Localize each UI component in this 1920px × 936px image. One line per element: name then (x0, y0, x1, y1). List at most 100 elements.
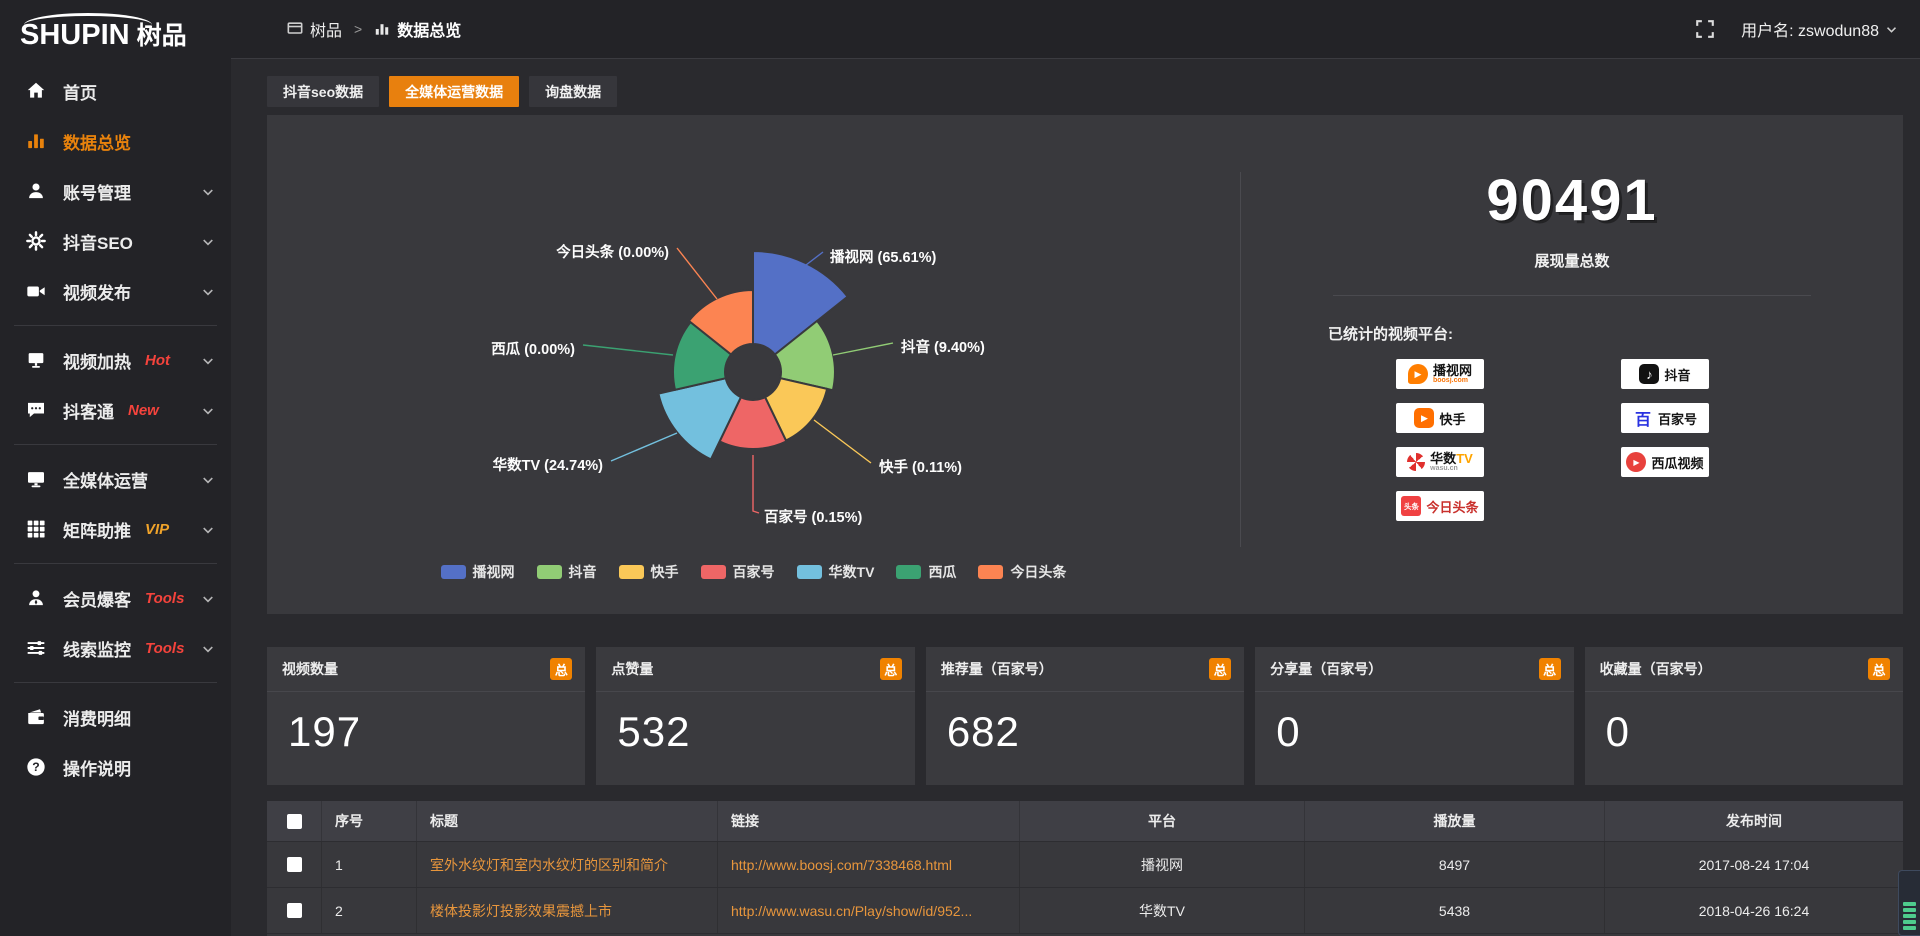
cell-time: 2017-08-24 17:04 (1698, 856, 1810, 873)
question-icon: ? (26, 757, 46, 777)
pie-label: 百家号 (0.15%) (764, 508, 862, 526)
cell-platform: 播视网 (1020, 842, 1305, 887)
svg-text:?: ? (32, 760, 39, 774)
platform-logos: ▶ 播视网 boosj.com ▶ 快手 华数TV wasu.cn 头条 今日头条 ♪ 抖音百百家… (1241, 359, 1903, 535)
table-header-row: 序号 标题 链接 平台 播放量 发布时间 (267, 801, 1903, 841)
legend-swatch (440, 565, 466, 579)
pie-leader-line (752, 455, 760, 514)
table-row-0: 1 室外水纹灯和室内水纹灯的区别和简介 http://www.boosj.com/7… (267, 841, 1903, 887)
pie-slice-0[interactable] (752, 249, 850, 356)
stat-card-value: 0 (1276, 708, 1301, 755)
tab-0[interactable]: 抖音seo数据 (267, 76, 380, 107)
legend-label: 华数TV (828, 564, 875, 580)
pie-leader-line (805, 251, 824, 266)
legend-swatch (618, 565, 644, 579)
sidebar-item-label: 视频加热 (63, 352, 131, 372)
legend-item-4[interactable]: 华数TV (796, 562, 875, 582)
pie-slice-4[interactable] (657, 377, 743, 461)
pie-leader-line (813, 419, 872, 464)
platform-badge-douyin: ♪ 抖音 (1621, 359, 1709, 389)
platform-name: 百家号 (1657, 411, 1697, 427)
pie-slice-1[interactable] (773, 319, 836, 392)
chart-legend: 播视网 抖音 快手 百家号 华数TV 西瓜 今日头条 (267, 562, 1240, 582)
stat-card-1: 点赞量 总 532 (596, 647, 915, 785)
widget-bar (1903, 902, 1916, 906)
legend-item-2[interactable]: 快手 (618, 562, 679, 582)
app-logo: SHUPIN 树品 (0, 9, 231, 50)
column-header-5: 发布时间 (1726, 813, 1782, 829)
cell-checkbox (267, 842, 322, 887)
sidebar-item-16[interactable]: ? 操作说明 (0, 742, 231, 792)
cell-title-link[interactable]: 楼体投影灯投影效果震撼上市 (417, 888, 718, 933)
stat-card-header: 视频数量 总 (267, 647, 586, 692)
column-header-0: 序号 (322, 801, 417, 841)
logo-text-en: SHUPIN (20, 18, 130, 51)
tab-1[interactable]: 全媒体运营数据 (389, 76, 520, 107)
sidebar-item-9[interactable]: 全媒体运营 (0, 454, 231, 504)
pie-leader-line (676, 247, 718, 300)
sidebar-item-label: 会员爆客 (63, 590, 131, 610)
stat-card-3: 分享量（百家号） 总 0 (1255, 647, 1574, 785)
sidebar-item-13[interactable]: 线索监控 Tools (0, 623, 231, 673)
legend-item-0[interactable]: 播视网 (440, 562, 515, 582)
pie-label: 抖音 (9.40%) (901, 338, 985, 356)
platform-name: 抖音 (1664, 367, 1691, 383)
fullscreen-icon[interactable] (1695, 19, 1715, 39)
cell-url-link[interactable]: http://www.wasu.cn/Play/show/id/952... (718, 888, 1020, 933)
sidebar-item-4[interactable]: 视频发布 (0, 266, 231, 316)
sidebar-item-15[interactable]: 消费明细 (0, 692, 231, 742)
table-row-partial (267, 933, 1903, 936)
sidebar-divider (14, 563, 217, 564)
legend-item-3[interactable]: 百家号 (700, 562, 775, 582)
sidebar-item-0[interactable]: 首页 (0, 66, 231, 116)
stat-card-2: 推荐量（百家号） 总 682 (925, 647, 1245, 785)
stat-card-title: 视频数量 (282, 661, 338, 677)
platform-badge-toutiao: 头条 今日头条 (1396, 491, 1484, 521)
stat-card-title: 分享量（百家号） (1270, 661, 1383, 677)
sidebar-item-12[interactable]: 会员爆客 Tools (0, 573, 231, 623)
sidebar-item-10[interactable]: 矩阵助推 VIP (0, 504, 231, 554)
pie-leader-line (610, 432, 678, 462)
row-checkbox[interactable] (286, 903, 302, 918)
widget-bar (1903, 926, 1916, 930)
legend-label: 抖音 (568, 564, 597, 580)
column-header-2: 链接 (718, 801, 1020, 841)
pie-label: 快手 (0.11%) (879, 458, 962, 476)
stat-card-header: 推荐量（百家号） 总 (925, 647, 1245, 692)
chevron-down-icon (1885, 23, 1898, 36)
total-badge: 总 (1538, 658, 1561, 680)
sidebar-item-3[interactable]: 抖音SEO (0, 216, 231, 266)
stat-cards: 视频数量总 197 点赞量总 532 推荐量（百家号）总 682 分享量（百家号）总 0 收藏量… (267, 647, 1904, 785)
sidebar-item-1[interactable]: 数据总览 (0, 116, 231, 166)
sidebar-item-6[interactable]: 视频加热 Hot (0, 335, 231, 385)
platform-sub: wasu.cn (1430, 465, 1458, 473)
platform-logo-column-right: ♪ 抖音百百家号 ▶ 西瓜视频 (1621, 359, 1709, 535)
tab-2[interactable]: 询盘数据 (529, 76, 618, 107)
legend-swatch (896, 565, 922, 579)
topbar-right: 用户名: zswodun88 (1695, 17, 1920, 41)
cell-url-link[interactable]: http://www.boosj.com/7338468.html (718, 842, 1020, 887)
row-checkbox[interactable] (286, 857, 302, 872)
total-badge: 总 (1209, 658, 1232, 680)
pie-slice-6[interactable] (687, 288, 754, 356)
sidebar-item-badge: New (128, 401, 159, 419)
sidebar-item-badge: VIP (145, 520, 170, 538)
legend-item-5[interactable]: 西瓜 (896, 562, 956, 582)
sidebar-item-2[interactable]: 账号管理 (0, 166, 231, 216)
select-all-checkbox[interactable] (286, 813, 302, 829)
legend-item-1[interactable]: 抖音 (536, 562, 597, 582)
legend-item-6[interactable]: 今日头条 (978, 562, 1066, 582)
floating-widget[interactable] (1898, 870, 1920, 936)
window-icon (287, 21, 303, 37)
stat-card-title: 推荐量（百家号） (940, 661, 1053, 677)
sidebar-item-7[interactable]: 抖客通 New (0, 385, 231, 435)
platform-badge-kuaishou: ▶ 快手 (1396, 403, 1484, 433)
breadcrumb-root[interactable]: 树品 (287, 17, 342, 41)
platform-name: 快手 (1439, 411, 1466, 427)
sidebar-item-label: 线索监控 (63, 640, 131, 660)
cell-title-link[interactable]: 室外水纹灯和室内水纹灯的区别和简介 (417, 842, 718, 887)
sidebar-item-label: 抖客通 (63, 402, 114, 422)
pie-chart: 播视网 (65.61%) 抖音 (9.40%) 快手 (0.11%) 百家号 (0.1… (267, 115, 1240, 614)
user-menu[interactable]: 用户名: zswodun88 (1741, 17, 1898, 41)
sidebar-item-label: 消费明细 (63, 709, 131, 729)
